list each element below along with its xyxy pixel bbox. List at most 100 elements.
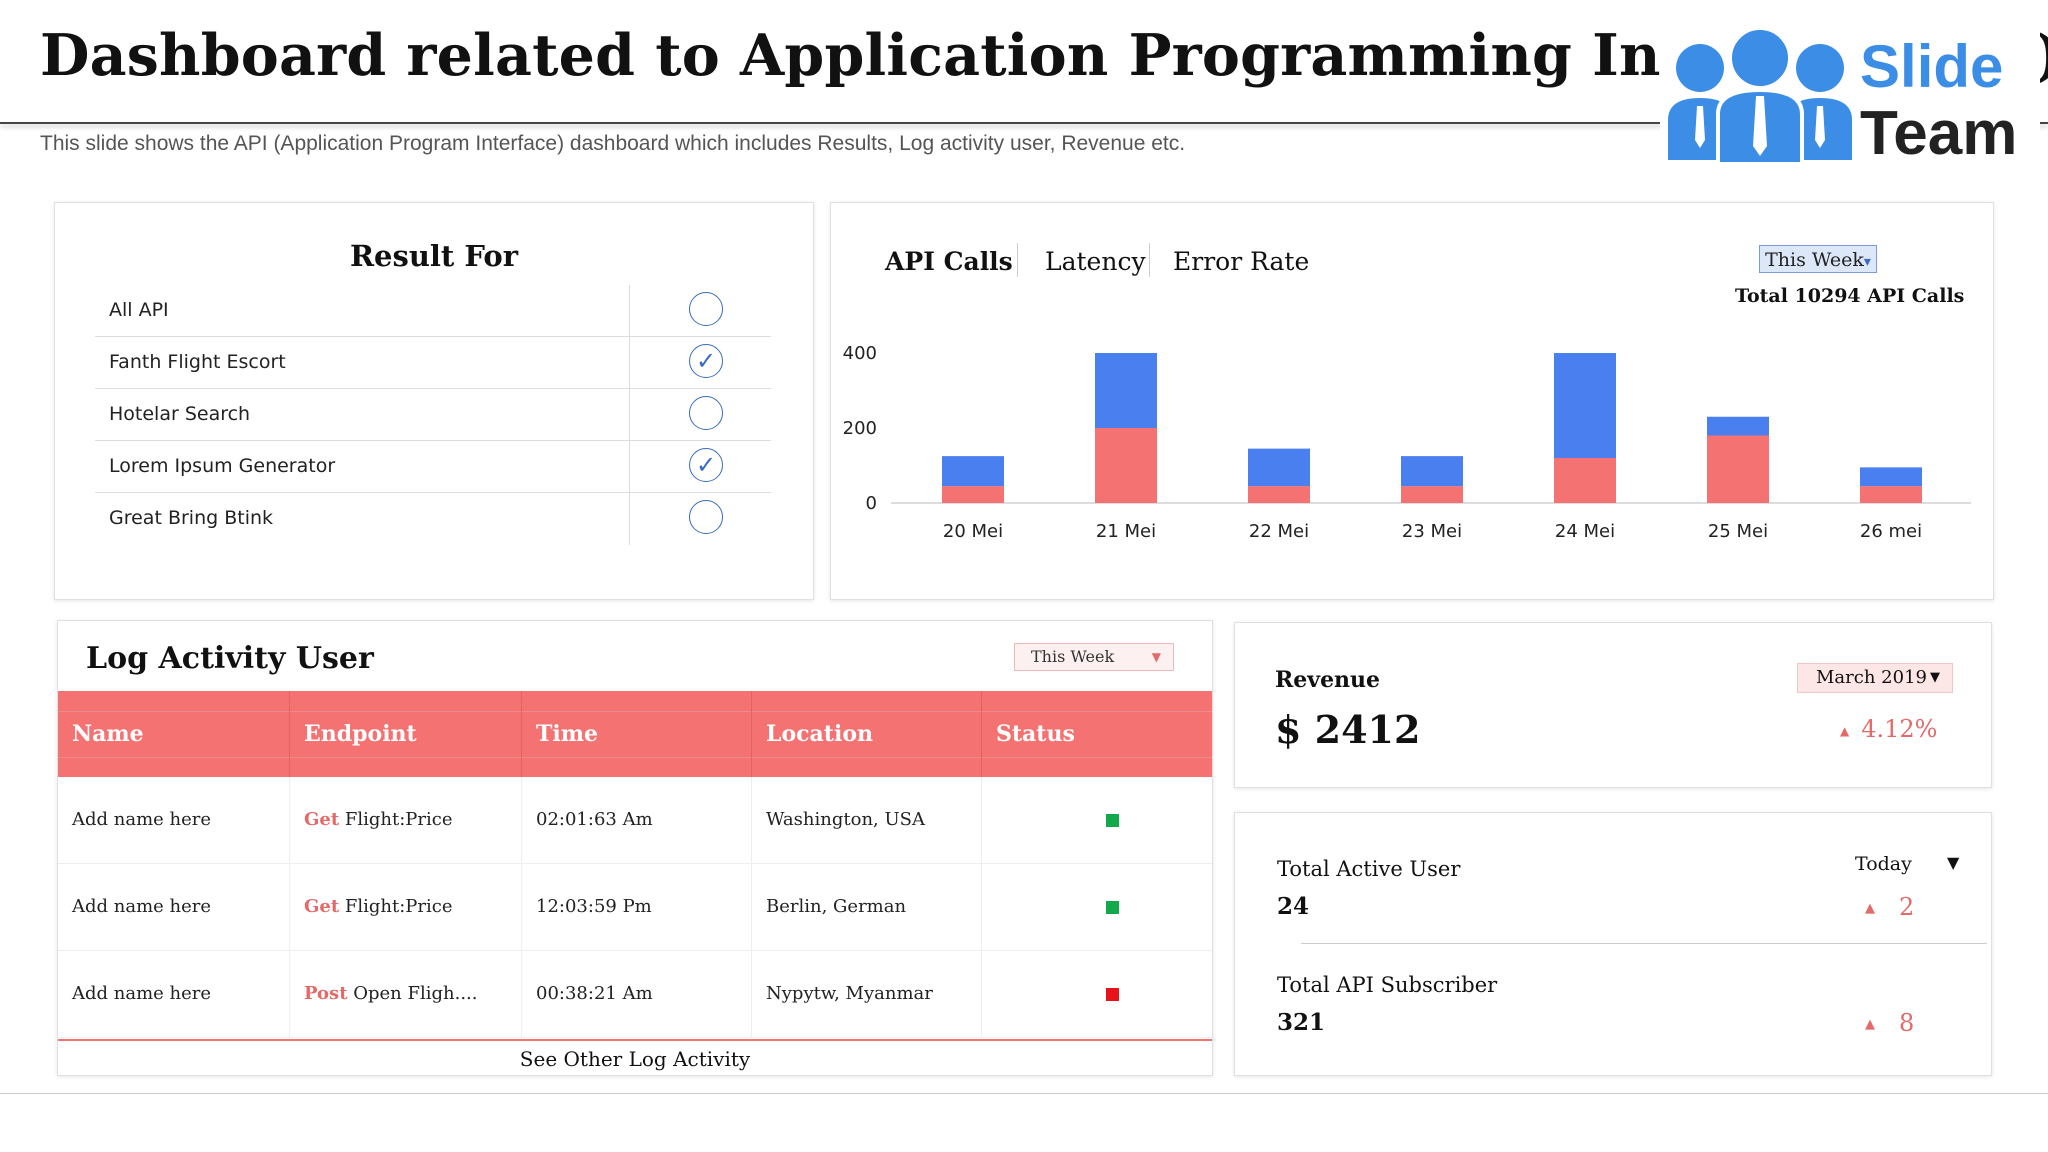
status-indicator-icon [1106, 901, 1119, 914]
column-header-endpoint[interactable]: Endpoint [290, 691, 522, 777]
tab-error-rate[interactable]: Error Rate [1173, 247, 1310, 276]
cell-name: Add name here [58, 951, 290, 1037]
result-row-label: Hotelar Search [109, 403, 251, 425]
result-row-label: Fanth Flight Escort [109, 351, 286, 373]
endpoint-path: Flight:Price [344, 896, 453, 917]
y-tick-label: 0 [866, 493, 877, 514]
header-rule [58, 711, 1212, 712]
revenue-period-dropdown[interactable]: March 2019 ▼ [1797, 663, 1953, 693]
row-separator [95, 336, 771, 337]
http-method: Get [304, 809, 340, 830]
active-user-change: ▲ 2 [1865, 893, 1914, 921]
api-subscriber-label: Total API Subscriber [1277, 973, 1498, 997]
cell-status [982, 777, 1212, 863]
table-row: Add name here Get Flight:Price 02:01:63 Am… [58, 777, 1212, 864]
bar-segment [1860, 486, 1922, 503]
http-method: Post [304, 983, 348, 1004]
bar-segment [1095, 353, 1157, 428]
row-divider [629, 285, 630, 337]
users-period-label[interactable]: Today [1855, 853, 1912, 875]
tab-divider [1149, 243, 1150, 277]
y-tick-label: 400 [843, 343, 877, 364]
up-arrow-icon: ▲ [1865, 901, 1875, 916]
x-tick-label: 25 Mei [1708, 521, 1768, 542]
unchecked-circle-icon[interactable] [689, 396, 723, 430]
logo-word-team: Team [1860, 99, 2018, 168]
revenue-change: ▲ 4.12% [1840, 715, 1937, 743]
result-row[interactable]: All API [95, 285, 771, 337]
active-user-value: 24 [1277, 893, 1310, 920]
cell-location: Nypytw, Myanmar [752, 951, 982, 1037]
row-divider [629, 389, 630, 441]
x-tick-label: 26 mei [1860, 521, 1922, 542]
cell-time: 02:01:63 Am [522, 777, 752, 863]
slideteam-logo: Slide Team [1660, 22, 2040, 172]
bar-segment [1401, 486, 1463, 503]
cell-time: 00:38:21 Am [522, 951, 752, 1037]
see-other-log-activity-link[interactable]: See Other Log Activity [519, 1047, 751, 1071]
result-row-label: Lorem Ipsum Generator [109, 455, 336, 477]
cell-endpoint: Get Flight:Price [290, 777, 522, 863]
result-for-panel: Result For All API Fanth Flight Escort ✓ Ho… [54, 202, 814, 600]
chart-period-label: This Week [1765, 249, 1864, 271]
cell-status [982, 864, 1212, 950]
result-row[interactable]: Hotelar Search [95, 389, 771, 441]
chart-period-dropdown[interactable]: This Week▾ [1759, 245, 1877, 273]
bar-segment [942, 456, 1004, 487]
chevron-down-icon[interactable]: ▼ [1947, 853, 1960, 872]
chevron-down-icon: ▼ [1151, 650, 1161, 664]
table-row: Add name here Get Flight:Price 12:03:59 Pm… [58, 864, 1212, 951]
tab-latency[interactable]: Latency [1045, 247, 1146, 276]
checked-circle-icon[interactable]: ✓ [689, 344, 723, 378]
users-panel: Today ▼ Total Active User 24 ▲ 2 Total AP… [1234, 812, 1992, 1076]
unchecked-circle-icon[interactable] [689, 500, 723, 534]
column-header-location[interactable]: Location [752, 691, 982, 777]
cell-endpoint: Post Open Fligh.... [290, 951, 522, 1037]
tab-api-calls[interactable]: API Calls [885, 247, 1013, 276]
tab-divider [1017, 243, 1018, 277]
x-tick-label: 24 Mei [1555, 521, 1615, 542]
page-subtitle: This slide shows the API (Application Pr… [40, 132, 1186, 155]
chevron-down-icon: ▾ [1863, 254, 1871, 270]
result-row[interactable]: Fanth Flight Escort ✓ [95, 337, 771, 389]
checked-circle-icon[interactable]: ✓ [689, 448, 723, 482]
api-subscriber-change-value: 8 [1899, 1009, 1915, 1037]
bar-segment [1707, 416, 1769, 436]
unchecked-circle-icon[interactable] [689, 292, 723, 326]
log-footer-divider [58, 1039, 1212, 1041]
bar-segment [1860, 467, 1922, 487]
row-divider [629, 493, 630, 545]
api-subscriber-change: ▲ 8 [1865, 1009, 1914, 1037]
endpoint-path: Flight:Price [344, 809, 453, 830]
users-divider [1301, 943, 1987, 944]
active-user-label: Total Active User [1277, 857, 1461, 881]
log-table-header: Name Endpoint Time Location Status [58, 691, 1212, 777]
endpoint-path: Open Fligh.... [353, 983, 478, 1004]
result-for-title: Result For [349, 239, 519, 273]
revenue-change-value: 4.12% [1861, 715, 1938, 743]
status-indicator-icon [1106, 988, 1119, 1001]
total-api-calls: Total 10294 API Calls [1735, 285, 1965, 307]
log-period-label: This Week [1031, 647, 1115, 666]
http-method: Get [304, 896, 340, 917]
cell-endpoint: Get Flight:Price [290, 864, 522, 950]
header-divider [0, 122, 2048, 124]
x-tick-label: 23 Mei [1402, 521, 1462, 542]
column-header-name[interactable]: Name [58, 691, 290, 777]
column-header-status[interactable]: Status [996, 721, 1075, 747]
cell-name: Add name here [58, 777, 290, 863]
result-row[interactable]: Lorem Ipsum Generator ✓ [95, 441, 771, 493]
cell-status [982, 951, 1212, 1037]
column-header-time[interactable]: Time [522, 691, 752, 777]
row-divider [629, 441, 630, 493]
result-row[interactable]: Great Bring Btink [95, 493, 771, 545]
row-divider [629, 337, 630, 389]
row-separator [95, 492, 771, 493]
footer-divider [0, 1093, 2048, 1094]
revenue-period-label: March 2019 [1816, 667, 1927, 688]
api-subscriber-value: 321 [1277, 1009, 1326, 1036]
people-icon [1668, 26, 1852, 166]
log-period-dropdown[interactable]: This Week ▼ [1014, 643, 1174, 671]
chevron-down-icon: ▼ [1930, 670, 1940, 685]
bar-segment [1248, 448, 1310, 487]
